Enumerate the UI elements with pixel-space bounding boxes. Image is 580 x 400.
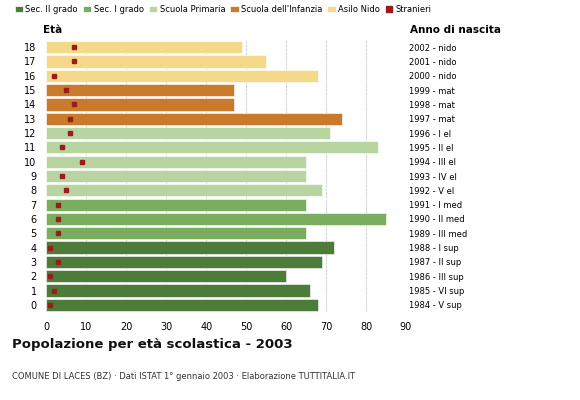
Bar [46,70,318,82]
Bar [46,156,306,168]
Bar [46,227,306,239]
Bar [46,84,234,96]
Bar [46,127,330,139]
Bar [46,299,318,311]
Bar [46,184,322,196]
Bar [46,242,334,254]
Bar [46,213,386,225]
Bar [46,41,242,53]
Bar [46,284,310,297]
Bar [46,98,234,110]
Text: Anno di nascita: Anno di nascita [409,24,501,34]
Bar [46,113,342,125]
Text: COMUNE DI LACES (BZ) · Dati ISTAT 1° gennaio 2003 · Elaborazione TUTTITALIA.IT: COMUNE DI LACES (BZ) · Dati ISTAT 1° gen… [12,372,355,381]
Bar [46,256,322,268]
Bar [46,141,378,154]
Bar [46,170,306,182]
Text: Popolazione per età scolastica - 2003: Popolazione per età scolastica - 2003 [12,338,292,351]
Bar [46,55,266,68]
Bar [46,270,286,282]
Legend: Sec. II grado, Sec. I grado, Scuola Primaria, Scuola dell'Infanzia, Asilo Nido, : Sec. II grado, Sec. I grado, Scuola Prim… [14,5,432,14]
Bar [46,198,306,211]
Text: Età: Età [43,24,62,34]
